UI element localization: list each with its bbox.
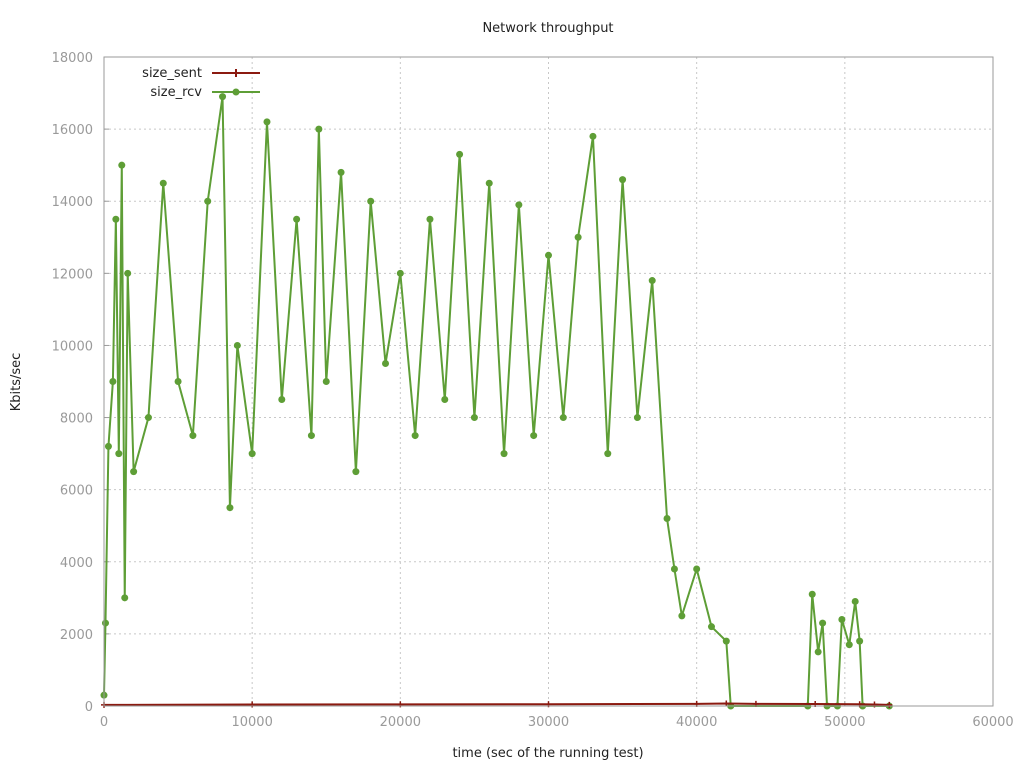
series-line-size-rcv: [103, 95, 890, 707]
data-point: [112, 215, 120, 223]
data-point: [856, 637, 864, 645]
data-point: [574, 233, 582, 241]
data-point: [226, 504, 234, 512]
legend-label-size-sent: size_sent: [142, 66, 202, 81]
data-point: [124, 269, 132, 277]
data-point: [307, 432, 315, 440]
data-point: [838, 615, 846, 623]
chart-title: Network throughput: [482, 21, 613, 36]
x-axis-label: time (sec of the running test): [452, 746, 643, 761]
y-tick-label: 18000: [52, 51, 93, 66]
data-point: [722, 637, 730, 645]
y-tick-label: 8000: [60, 412, 93, 427]
data-point: [352, 468, 360, 476]
data-point: [411, 432, 419, 440]
data-point: [886, 701, 893, 708]
data-point: [851, 597, 859, 605]
data-point: [871, 701, 878, 708]
data-point: [814, 648, 822, 656]
data-point: [130, 468, 138, 476]
data-point: [248, 450, 256, 458]
data-point: [367, 197, 375, 205]
series-line-size-sent: [103, 702, 890, 706]
data-point: [723, 700, 730, 707]
data-point: [204, 197, 212, 205]
axis-ticks: 0 10000 20000 30000 40000 50000 60000 0 2000 4000…: [52, 51, 1014, 730]
x-tick-label: 60000: [972, 715, 1013, 730]
data-point: [118, 161, 126, 169]
y-tick-label: 10000: [52, 339, 93, 354]
data-series: [100, 93, 893, 710]
data-point: [515, 201, 523, 209]
y-tick-label: 6000: [60, 484, 93, 499]
x-tick-label: 10000: [231, 715, 272, 730]
x-tick-label: 50000: [824, 715, 865, 730]
data-point: [470, 414, 478, 422]
data-point: [707, 623, 715, 631]
data-point: [619, 176, 627, 184]
y-axis-label: Kbits/sec: [9, 353, 24, 412]
grid-lines: [104, 57, 993, 706]
data-point: [115, 450, 123, 458]
data-point: [189, 432, 197, 440]
data-point: [396, 269, 404, 277]
data-point: [278, 396, 286, 404]
data-point: [670, 565, 678, 573]
y-tick-label: 0: [85, 700, 93, 715]
data-point: [426, 215, 434, 223]
y-tick-label: 14000: [52, 195, 93, 210]
data-point: [293, 215, 301, 223]
data-point: [174, 378, 182, 385]
data-point: [500, 450, 508, 458]
data-point: [485, 179, 493, 187]
legend-marker-size-rcv: [232, 88, 240, 96]
data-point: [109, 378, 117, 385]
y-tick-label: 12000: [52, 267, 93, 282]
data-point: [101, 619, 109, 627]
data-point: [663, 515, 671, 523]
legend-label-size-rcv: size_rcv: [150, 85, 202, 100]
y-tick-label: 2000: [60, 628, 93, 643]
plot-frame: [103, 56, 994, 707]
x-tick-label: 40000: [676, 715, 717, 730]
data-point: [678, 612, 686, 620]
data-point: [808, 590, 816, 598]
x-tick-label: 0: [100, 715, 108, 730]
data-point: [233, 341, 241, 349]
data-point: [530, 432, 538, 440]
data-point: [545, 251, 552, 259]
data-point: [249, 701, 256, 708]
data-point: [648, 277, 656, 285]
series-size-rcv: [100, 93, 893, 710]
data-point: [589, 132, 597, 140]
data-point: [219, 93, 227, 101]
data-point: [819, 619, 827, 627]
data-point: [121, 594, 129, 602]
data-point: [845, 641, 853, 649]
data-point: [693, 565, 701, 573]
data-point: [633, 414, 641, 422]
data-point: [315, 125, 323, 133]
x-tick-label: 20000: [380, 715, 421, 730]
data-point: [441, 396, 449, 404]
data-point: [322, 378, 330, 385]
data-point: [337, 168, 345, 176]
data-point: [456, 150, 464, 158]
data-point: [263, 118, 271, 126]
x-tick-label: 30000: [528, 715, 569, 730]
data-point: [559, 414, 567, 422]
data-point: [144, 414, 152, 422]
y-tick-label: 16000: [52, 123, 93, 138]
y-tick-label: 4000: [60, 556, 93, 571]
data-point: [159, 179, 167, 187]
data-point: [382, 359, 390, 367]
data-point: [604, 450, 612, 458]
legend: size_sent size_rcv: [142, 66, 260, 100]
data-point: [104, 442, 112, 450]
